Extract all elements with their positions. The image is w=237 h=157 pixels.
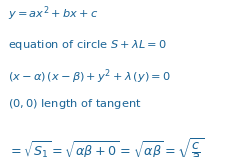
Text: $y = ax^2 + bx + c$: $y = ax^2 + bx + c$ [8, 5, 99, 23]
Text: $= \sqrt{S_1} = \sqrt{\alpha\beta + 0} = \sqrt{\alpha\beta} = \sqrt{\dfrac{c}{a}: $= \sqrt{S_1} = \sqrt{\alpha\beta + 0} =… [8, 137, 204, 157]
Text: equation of circle $S + \lambda L = 0$: equation of circle $S + \lambda L = 0$ [8, 38, 168, 52]
Text: $(0, 0)$ length of tangent: $(0, 0)$ length of tangent [8, 97, 142, 111]
Text: $(x - \alpha)\,(x - \beta) + y^2 + \lambda\,(y) = 0$: $(x - \alpha)\,(x - \beta) + y^2 + \lamb… [8, 68, 171, 86]
